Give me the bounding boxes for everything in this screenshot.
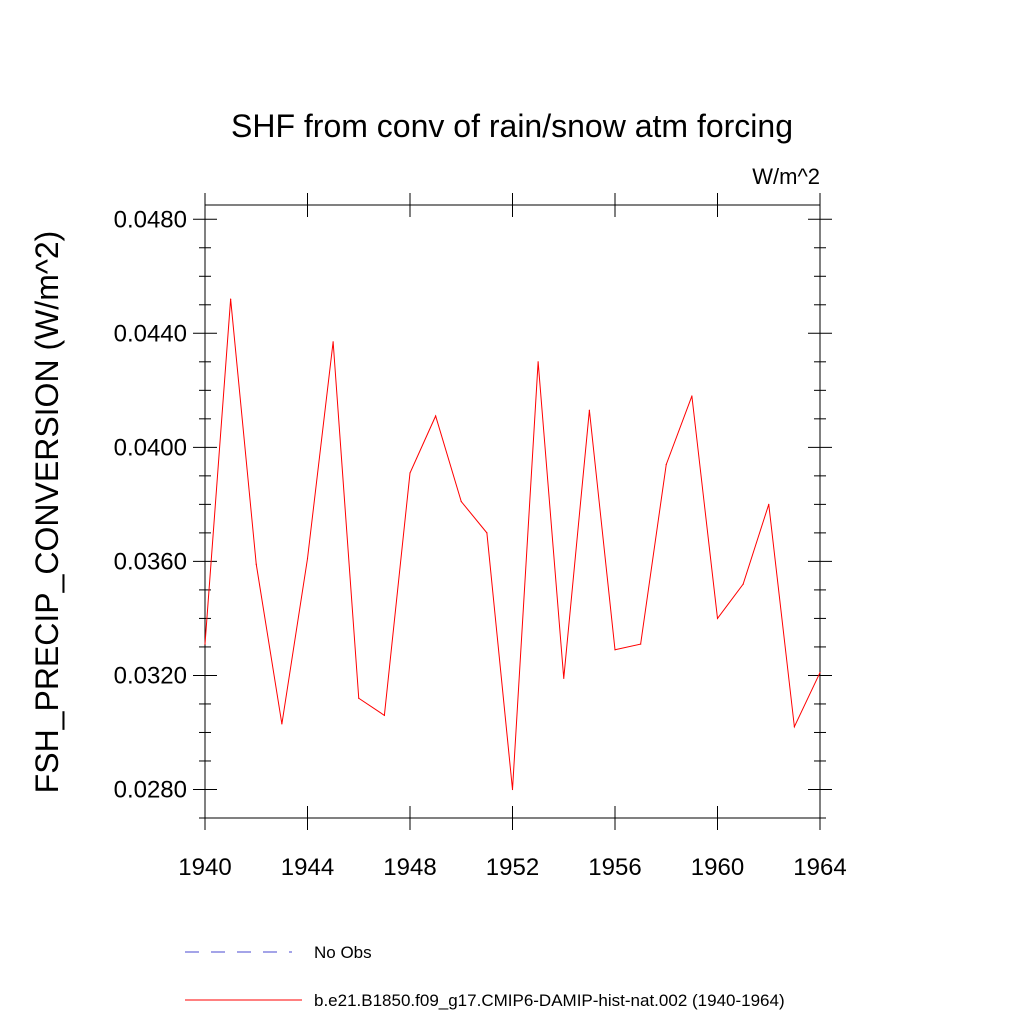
series-layer bbox=[204, 298, 821, 791]
y-axis-label: FSH_PRECIP_CONVERSION (W/m^2) bbox=[29, 231, 65, 794]
data-point bbox=[742, 583, 744, 585]
series-line-model bbox=[204, 299, 821, 790]
data-point bbox=[460, 500, 462, 503]
x-tick-label: 1948 bbox=[383, 854, 436, 881]
data-point bbox=[230, 298, 232, 300]
x-tick-label: 1944 bbox=[281, 854, 334, 881]
x-tick-label: 1960 bbox=[691, 854, 744, 881]
y-tick-label: 0.0480 bbox=[114, 206, 187, 233]
y-tick-label: 0.0360 bbox=[114, 548, 187, 575]
data-point bbox=[614, 649, 616, 651]
units-label: W/m^2 bbox=[752, 164, 820, 189]
data-point bbox=[640, 643, 642, 645]
chart-title: SHF from conv of rain/snow atm forcing bbox=[231, 108, 793, 144]
data-point bbox=[306, 557, 309, 560]
y-tick-label: 0.0440 bbox=[114, 320, 187, 347]
y-tick-label: 0.0400 bbox=[114, 434, 187, 461]
data-point bbox=[204, 643, 206, 645]
y-tick-label: 0.0320 bbox=[114, 662, 187, 689]
data-point bbox=[588, 409, 590, 411]
data-point bbox=[255, 563, 257, 565]
data-point bbox=[716, 617, 719, 620]
legend-label-no-obs: No Obs bbox=[314, 943, 372, 962]
data-point bbox=[383, 714, 385, 716]
data-point bbox=[819, 671, 821, 674]
axes: 0.0280 0.0320 0.0360 0.0400 0.0440 0.0480 1940… bbox=[114, 193, 847, 881]
data-point bbox=[537, 361, 539, 363]
data-point bbox=[435, 415, 437, 417]
data-point bbox=[793, 726, 795, 728]
data-point bbox=[409, 472, 411, 474]
legend: No Obs b.e21.B1850.f09_g17.CMIP6-DAMIP-h… bbox=[185, 943, 785, 1010]
y-tick-label: 0.0280 bbox=[114, 776, 187, 803]
data-point bbox=[332, 341, 334, 343]
x-tick-label: 1964 bbox=[793, 854, 846, 881]
data-point bbox=[486, 532, 488, 534]
data-point bbox=[665, 463, 667, 466]
x-tick-label: 1956 bbox=[588, 854, 641, 881]
x-tick-label: 1952 bbox=[486, 854, 539, 881]
data-point bbox=[691, 395, 693, 397]
data-point bbox=[358, 697, 360, 699]
data-point bbox=[563, 677, 565, 679]
data-point bbox=[768, 503, 770, 505]
legend-label-model: b.e21.B1850.f09_g17.CMIP6-DAMIP-hist-nat… bbox=[314, 991, 785, 1010]
x-tick-label: 1940 bbox=[178, 854, 231, 881]
plot-frame bbox=[204, 204, 821, 819]
data-point bbox=[511, 788, 514, 791]
data-point bbox=[281, 723, 283, 725]
